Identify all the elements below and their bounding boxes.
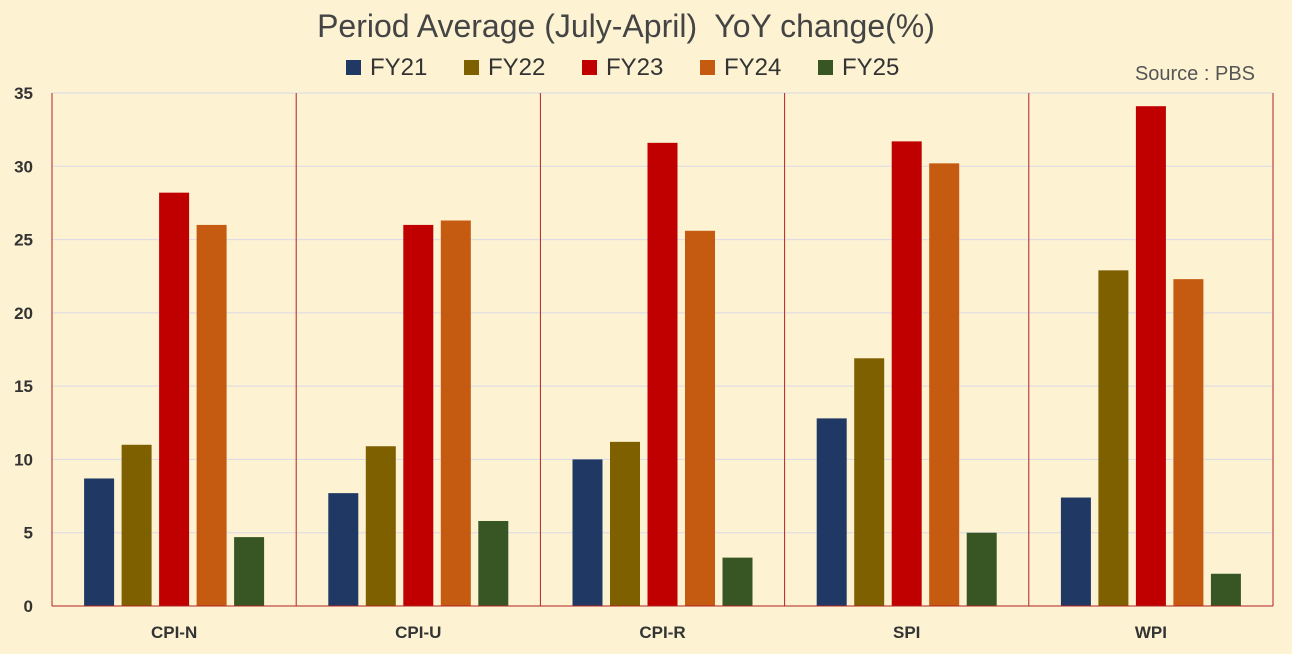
bar-fy25-wpi (1210, 573, 1241, 606)
y-tick-label: 35 (14, 84, 33, 103)
chart-title: Period Average (July-April) YoY change(%… (317, 8, 935, 44)
bar-fy21-cpi-u (328, 493, 359, 606)
bar-fy22-wpi (1098, 270, 1129, 606)
legend-swatch (818, 60, 833, 75)
bar-fy23-cpi-n (159, 192, 190, 606)
bar-fy24-cpi-r (685, 230, 715, 606)
y-tick-label: 5 (24, 524, 33, 543)
bar-fy22-spi (854, 358, 885, 606)
y-tick-label: 10 (14, 450, 33, 469)
legend-swatch (700, 60, 715, 75)
bar-fy21-cpi-n (84, 478, 115, 606)
bar-fy24-cpi-n (196, 224, 227, 606)
bars (84, 106, 1241, 606)
x-tick-labels: CPI-N CPI-U CPI-R SPI WPI (151, 623, 1167, 642)
bar-fy23-cpi-r (647, 142, 678, 606)
legend-swatch (346, 60, 361, 75)
bar-fy22-cpi-u (365, 446, 396, 606)
legend-label: FY21 (370, 54, 427, 81)
legend-label: FY22 (488, 54, 545, 81)
y-tick-label: 30 (14, 157, 33, 176)
bar-fy23-cpi-u (403, 224, 434, 606)
bar-fy23-spi (891, 141, 922, 606)
source-label: Source : PBS (1135, 63, 1255, 85)
legend-swatch (464, 60, 479, 75)
bar-fy24-cpi-u (440, 220, 471, 606)
y-tick-label: 20 (14, 304, 33, 323)
y-tick-label: 15 (14, 377, 33, 396)
legend-swatch (582, 60, 597, 75)
x-tick-label: CPI-U (395, 623, 441, 642)
bar-fy25-cpi-u (478, 520, 509, 606)
bar-fy25-cpi-n (234, 537, 265, 606)
axes (51, 93, 1273, 607)
x-tick-label: WPI (1135, 623, 1167, 642)
bar-fy22-cpi-r (610, 441, 640, 606)
bar-fy21-spi (816, 418, 847, 606)
bar-fy22-cpi-n (121, 444, 152, 606)
x-tick-label: CPI-N (151, 623, 197, 642)
bar-fy21-wpi (1060, 497, 1091, 606)
bar-fy21-cpi-r (572, 459, 603, 606)
bar-fy25-spi (966, 532, 997, 606)
y-tick-label: 0 (24, 597, 33, 616)
legend-label: FY24 (724, 54, 781, 81)
bar-fy24-wpi (1173, 279, 1204, 606)
legend-label: FY23 (606, 54, 663, 81)
x-tick-label: SPI (893, 623, 920, 642)
bar-fy25-cpi-r (722, 557, 753, 606)
legend: FY21 FY22 FY23 FY24 FY25 (346, 54, 899, 81)
category-separators (295, 93, 1274, 606)
bar-fy24-spi (929, 163, 960, 606)
y-tick-label: 25 (14, 231, 33, 250)
y-tick-labels: 0 5 10 15 20 25 30 35 (14, 84, 33, 616)
bar-fy23-wpi (1135, 106, 1166, 606)
x-tick-label: CPI-R (639, 623, 685, 642)
legend-label: FY25 (842, 54, 899, 81)
